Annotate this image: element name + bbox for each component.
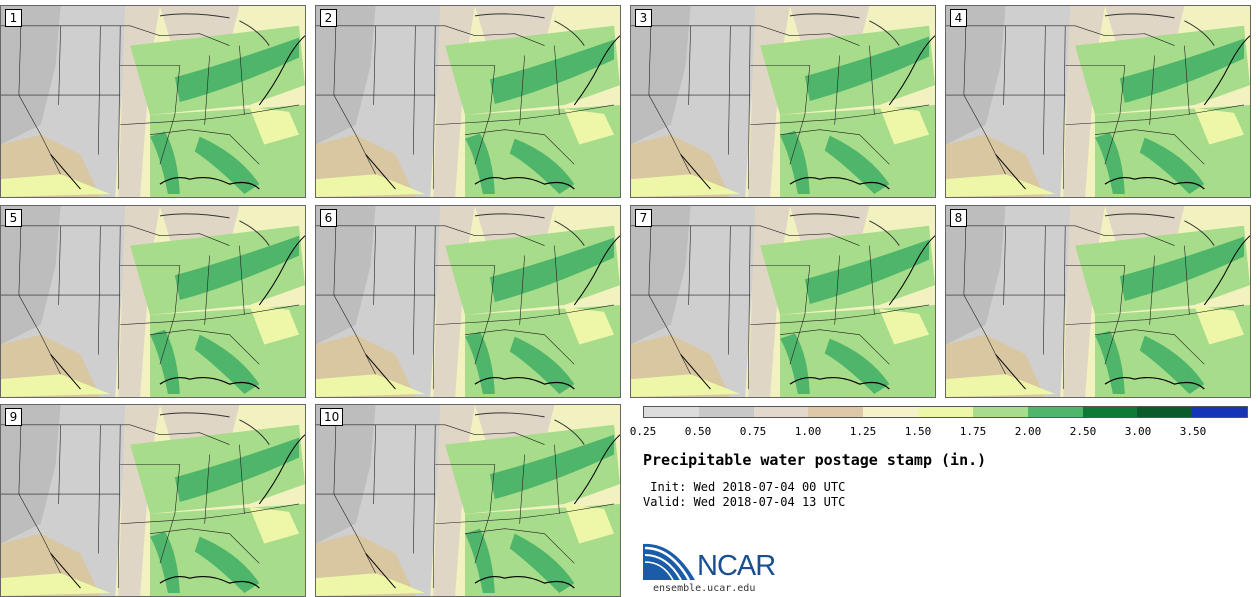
map-panel-6: 6 bbox=[315, 205, 621, 398]
colorbar-tick-label: 1.75 bbox=[959, 425, 987, 438]
colorbar-tick-label: 0.75 bbox=[739, 425, 767, 438]
colorbar-segment bbox=[808, 407, 864, 417]
map-panel-2: 2 bbox=[315, 5, 621, 198]
colorbar-ticks: 0.25 0.50 0.75 1.00 1.25 1.50 1.75 2.00 2.50 3.00… bbox=[620, 425, 1260, 439]
colorbar-tick-label: 0.25 bbox=[629, 425, 657, 438]
map-panel-8: 8 bbox=[945, 205, 1251, 398]
ncar-logo-icon bbox=[643, 543, 695, 581]
map-panel-9: 9 bbox=[0, 404, 306, 597]
site-url: ensemble.ucar.edu bbox=[653, 583, 756, 594]
map-panel-1: 1 bbox=[0, 5, 306, 198]
colorbar-tick-label: 1.00 bbox=[794, 425, 822, 438]
panel-number-label: 2 bbox=[320, 9, 337, 27]
init-time: Init: Wed 2018-07-04 00 UTC bbox=[643, 480, 846, 494]
colorbar-segment bbox=[1027, 407, 1083, 417]
chart-title: Precipitable water postage stamp (in.) bbox=[643, 451, 987, 469]
colorbar-tick-label: 3.50 bbox=[1179, 425, 1207, 438]
panel-number-label: 3 bbox=[635, 9, 652, 27]
colorbar-tick-label: 1.50 bbox=[904, 425, 932, 438]
colorbar-tick-label: 1.25 bbox=[849, 425, 877, 438]
colorbar-segment bbox=[753, 407, 809, 417]
map-panel-5: 5 bbox=[0, 205, 306, 398]
ncar-logo-text: NCAR bbox=[697, 550, 776, 582]
map-panel-4: 4 bbox=[945, 5, 1251, 198]
colorbar-segment bbox=[644, 407, 699, 417]
colorbar-segment bbox=[863, 407, 919, 417]
panel-number-label: 5 bbox=[5, 209, 22, 227]
map-panel-10: 10 bbox=[315, 404, 621, 597]
colorbar-tick-label: 2.00 bbox=[1014, 425, 1042, 438]
panel-number-label: 9 bbox=[5, 408, 22, 426]
colorbar-tick-label: 0.50 bbox=[684, 425, 712, 438]
panel-number-label: 10 bbox=[320, 408, 344, 426]
panel-number-label: 1 bbox=[5, 9, 22, 27]
map-panel-7: 7 bbox=[630, 205, 936, 398]
colorbar-segment bbox=[972, 407, 1028, 417]
colorbar-segment bbox=[918, 407, 973, 417]
colorbar-segment bbox=[698, 407, 754, 417]
map-panel-3: 3 bbox=[630, 5, 936, 198]
panel-number-label: 7 bbox=[635, 209, 652, 227]
colorbar-segment bbox=[1192, 407, 1247, 417]
panel-number-label: 8 bbox=[950, 209, 967, 227]
colorbar-segment bbox=[1137, 407, 1193, 417]
colorbar bbox=[643, 406, 1248, 418]
valid-time: Valid: Wed 2018-07-04 13 UTC bbox=[643, 495, 846, 509]
colorbar-segment bbox=[1082, 407, 1138, 417]
panel-number-label: 4 bbox=[950, 9, 967, 27]
panel-number-label: 6 bbox=[320, 209, 337, 227]
colorbar-tick-label: 3.00 bbox=[1124, 425, 1152, 438]
colorbar-tick-label: 2.50 bbox=[1069, 425, 1097, 438]
